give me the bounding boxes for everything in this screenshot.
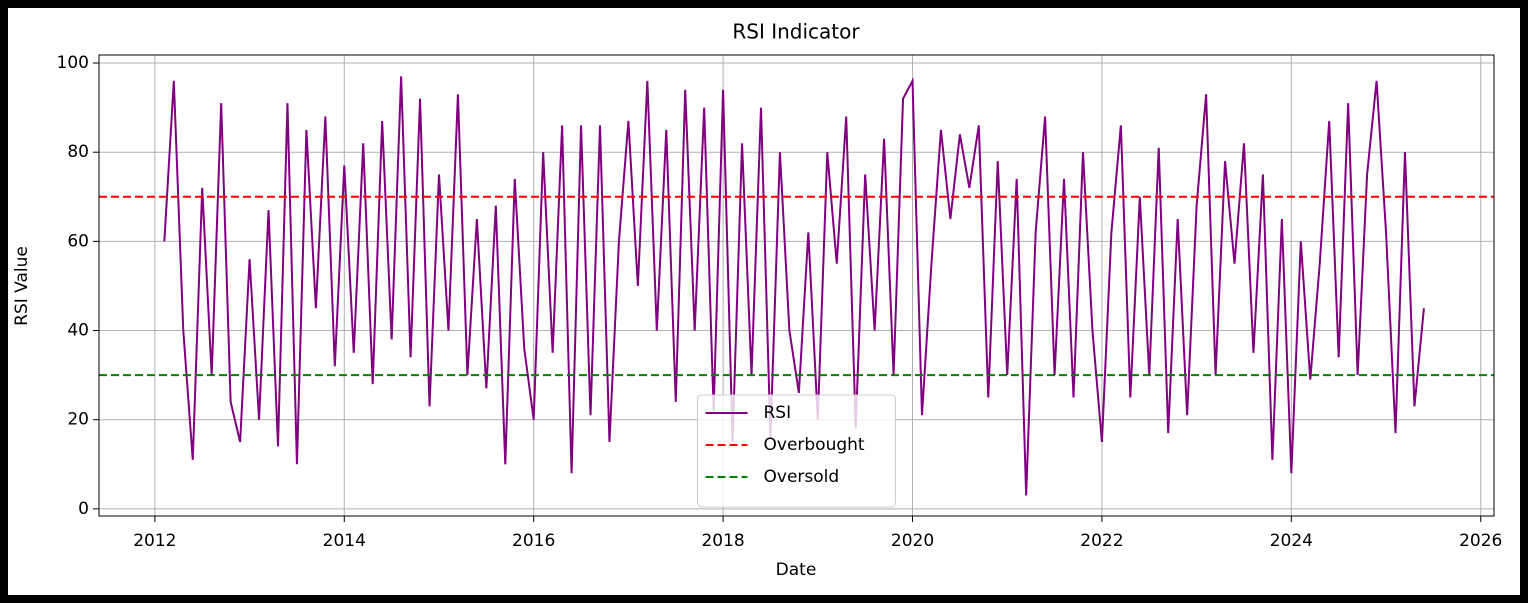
legend-label: Oversold — [764, 467, 840, 487]
y-tick-label: 60 — [67, 231, 89, 251]
y-tick-label: 80 — [67, 142, 89, 162]
y-axis-label: RSI Value — [12, 246, 32, 326]
x-axis-label: Date — [776, 560, 817, 580]
x-tick-label: 2014 — [323, 531, 366, 551]
x-tick-label: 2022 — [1080, 531, 1123, 551]
chart-title: RSI Indicator — [732, 20, 860, 44]
rsi-line — [163, 76, 1425, 496]
axes-frame — [98, 54, 1495, 517]
y-tick-label: 20 — [67, 410, 89, 430]
legend-label: RSI — [764, 403, 792, 423]
x-tick-label: 2012 — [133, 531, 176, 551]
y-tick-label: 0 — [78, 499, 89, 519]
x-tick-label: 2018 — [701, 531, 744, 551]
legend-box — [697, 394, 896, 508]
y-tick-label: 100 — [57, 53, 89, 73]
y-tick-label: 40 — [67, 321, 89, 341]
x-tick-label: 2026 — [1459, 531, 1502, 551]
x-tick-label: 2020 — [891, 531, 934, 551]
legend-label: Overbought — [764, 435, 865, 455]
x-tick-label: 2024 — [1270, 531, 1313, 551]
x-tick-label: 2016 — [512, 531, 555, 551]
